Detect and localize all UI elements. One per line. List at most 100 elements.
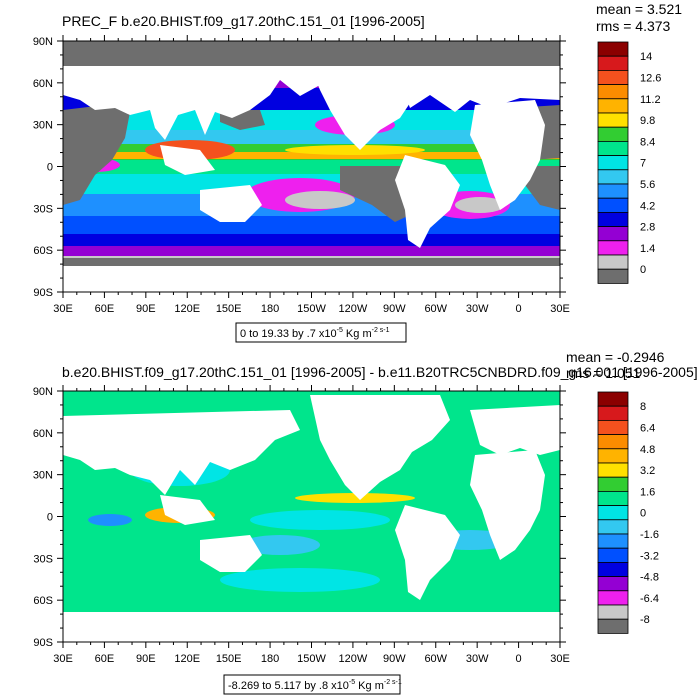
colorbar-swatch (597, 183, 629, 199)
missing-north (63, 41, 560, 66)
ocean-band (63, 246, 560, 256)
info-box: 0 to 19.33 by .7 x10-5 Kg m-2 s-1 (235, 322, 407, 343)
x-tick-label: 90E (136, 303, 156, 315)
x-tick-label: 90E (136, 653, 156, 665)
missing-safrica (525, 166, 560, 210)
colorbar-swatch (597, 197, 629, 213)
panel-diff: b.e20.BHIST.f09_g17.20thC.151_01 [1996-2… (33, 349, 698, 695)
y-tick-label: 90S (33, 637, 53, 649)
land-australia (200, 535, 262, 572)
colorbar-swatch (597, 254, 629, 270)
y-tick-label: 0 (47, 512, 53, 524)
land-asia-se (160, 495, 215, 525)
y-tick-label: 30S (33, 203, 53, 215)
x-tick-label: 60E (95, 303, 115, 315)
rms-label: rms = 4.373 (596, 18, 671, 34)
info-box-frame (235, 322, 407, 343)
colorbar-label: 5.6 (640, 179, 655, 191)
land-africa (470, 450, 545, 560)
land-northam (310, 395, 450, 500)
colorbar-swatch (597, 604, 629, 620)
colorbar-swatch (597, 112, 629, 128)
x-tick-label: 180 (261, 303, 279, 315)
colorbar-swatch (597, 448, 629, 464)
panel-title: PREC_F b.e20.BHIST.f09_g17.20thC.151_01 … (62, 13, 425, 29)
x-tick-label: 150W (297, 303, 326, 315)
colorbar-swatch (597, 533, 629, 549)
mean-label: mean = 3.521 (596, 1, 682, 17)
info-box-text: 0 to 19.33 by .7 x10-5 Kg m-2 s-1 (240, 327, 390, 340)
colorbar-label: 8 (640, 401, 646, 413)
x-tick-label: 150W (297, 653, 326, 665)
x-tick-label: 60W (424, 303, 447, 315)
x-tick-label: 90W (383, 653, 406, 665)
colorbar-label: 4.8 (640, 444, 655, 456)
land-southam (395, 505, 460, 600)
colorbar-label: 14 (640, 51, 652, 63)
map-axes: 30E 60E 90E 120E 150E 180 150W 120W 90W 60W 30W 0 30… (33, 385, 570, 665)
y-tick-label: 60N (33, 78, 53, 90)
y-tick-label: 60N (33, 428, 53, 440)
colorbar-swatch (597, 155, 629, 171)
colorbar-label: 6.4 (640, 423, 655, 435)
colorbar-label: 12.6 (640, 73, 661, 85)
y-tick-label: 30N (33, 470, 53, 482)
colorbar-swatch (597, 169, 629, 185)
x-tick-label: 120W (339, 303, 368, 315)
colorbar-swatch (597, 434, 629, 450)
x-tick-label: 30W (466, 303, 489, 315)
x-tick-label: 150E (216, 303, 242, 315)
colorbar-swatch (597, 547, 629, 563)
ocean-band (63, 216, 560, 234)
x-tick-label: 120E (174, 303, 200, 315)
map-area (63, 41, 560, 292)
x-tick-label: 30W (466, 653, 489, 665)
x-tick-label: 30E (53, 303, 73, 315)
ocean-anomaly (88, 514, 132, 526)
colorbar-swatch (597, 405, 629, 421)
colorbar-label: 0 (640, 264, 646, 276)
x-tick-label: 0 (516, 653, 522, 665)
info-box: -8.269 to 5.117 by .8 x10-5 Kg m-2 s-1 (223, 674, 402, 695)
x-tick-label: 120W (339, 653, 368, 665)
colorbar-label: 1.6 (640, 486, 655, 498)
map-area (63, 391, 560, 642)
x-tick-label: 30E (53, 653, 73, 665)
x-tick-label: 90W (383, 303, 406, 315)
colorbar-swatch (597, 590, 629, 606)
colorbar-swatch (597, 211, 629, 227)
x-tick-label: 120E (174, 653, 200, 665)
colorbar-label: 11.2 (640, 94, 661, 106)
colorbar-swatch (597, 419, 629, 435)
x-tick-label: 150E (216, 653, 242, 665)
land-asia-se (160, 145, 215, 175)
colorbar-label: -3.2 (640, 550, 659, 562)
ocean-anomaly (295, 493, 415, 503)
info-box-frame (223, 674, 401, 695)
colorbar: 14 12.6 11.2 9.8 8.4 7 5.6 4.2 2.8 1.4 0 (597, 41, 661, 284)
colorbar-label: 7 (640, 158, 646, 170)
colorbar-swatch (597, 240, 629, 256)
x-tick-label: 30E (550, 303, 570, 315)
colorbar-label: 2.8 (640, 222, 655, 234)
colorbar-swatch (597, 140, 629, 156)
colorbar-swatch (597, 462, 629, 478)
ocean-anomaly (250, 510, 390, 530)
y-tick-label: 60S (33, 245, 53, 257)
colorbar-label: 0 (640, 508, 646, 520)
colorbar-label: 9.8 (640, 115, 655, 127)
colorbar-swatch (597, 562, 629, 578)
panel-prec: PREC_F b.e20.BHIST.f09_g17.20thC.151_01 … (33, 1, 682, 343)
panel-title: b.e20.BHIST.f09_g17.20thC.151_01 [1996-2… (62, 364, 698, 380)
x-tick-label: 60E (95, 653, 115, 665)
y-tick-label: 90S (33, 287, 53, 299)
x-tick-label: 180 (261, 653, 279, 665)
rms-label: rms = 1.051 (566, 365, 641, 381)
land-europe (470, 405, 560, 455)
missing-south (63, 612, 560, 642)
land-antarctica (63, 266, 560, 292)
y-tick-label: 90N (33, 386, 53, 398)
mean-label: mean = -0.2946 (566, 349, 665, 365)
colorbar-swatch (597, 505, 629, 521)
